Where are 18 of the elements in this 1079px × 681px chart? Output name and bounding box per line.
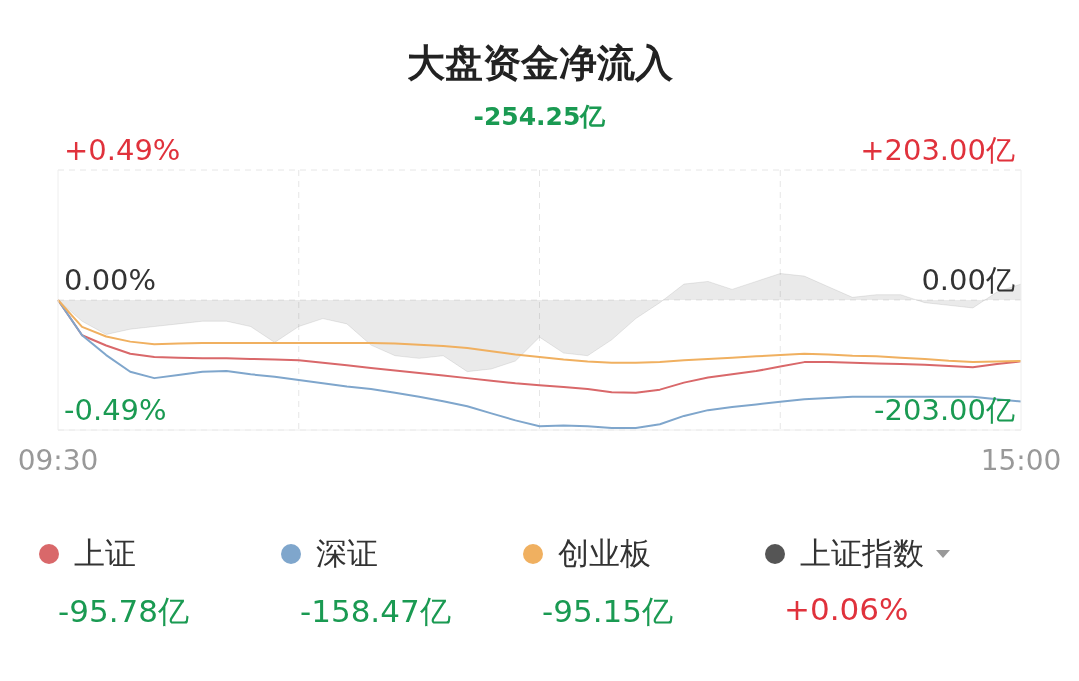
y-tick-label: 0.00% [64, 263, 157, 297]
x-tick-label: 09:30 [17, 443, 99, 477]
x-tick-label: 15:00 [980, 443, 1062, 477]
text: -95.78亿 [58, 592, 190, 631]
y2-tick-label: 0.00亿 [921, 263, 1015, 297]
legend-label: 深证 [316, 534, 378, 573]
y-tick-label: +0.49% [64, 133, 181, 167]
y2-tick-label: -203.00亿 [874, 393, 1015, 427]
legend-label: 上证 [74, 534, 136, 573]
text: -158.47亿 [300, 592, 452, 631]
legend-label: 创业板 [558, 534, 651, 573]
text: -95.15亿 [542, 592, 674, 631]
text: +0.06% [784, 591, 910, 627]
y-tick-label: -0.49% [64, 393, 167, 427]
legend-label: 上证指数 [800, 534, 924, 573]
chart-title: 大盘资金净流入 [405, 40, 674, 87]
y2-tick-label: +203.00亿 [860, 133, 1015, 167]
chart-subtitle: -254.25亿 [472, 101, 607, 133]
